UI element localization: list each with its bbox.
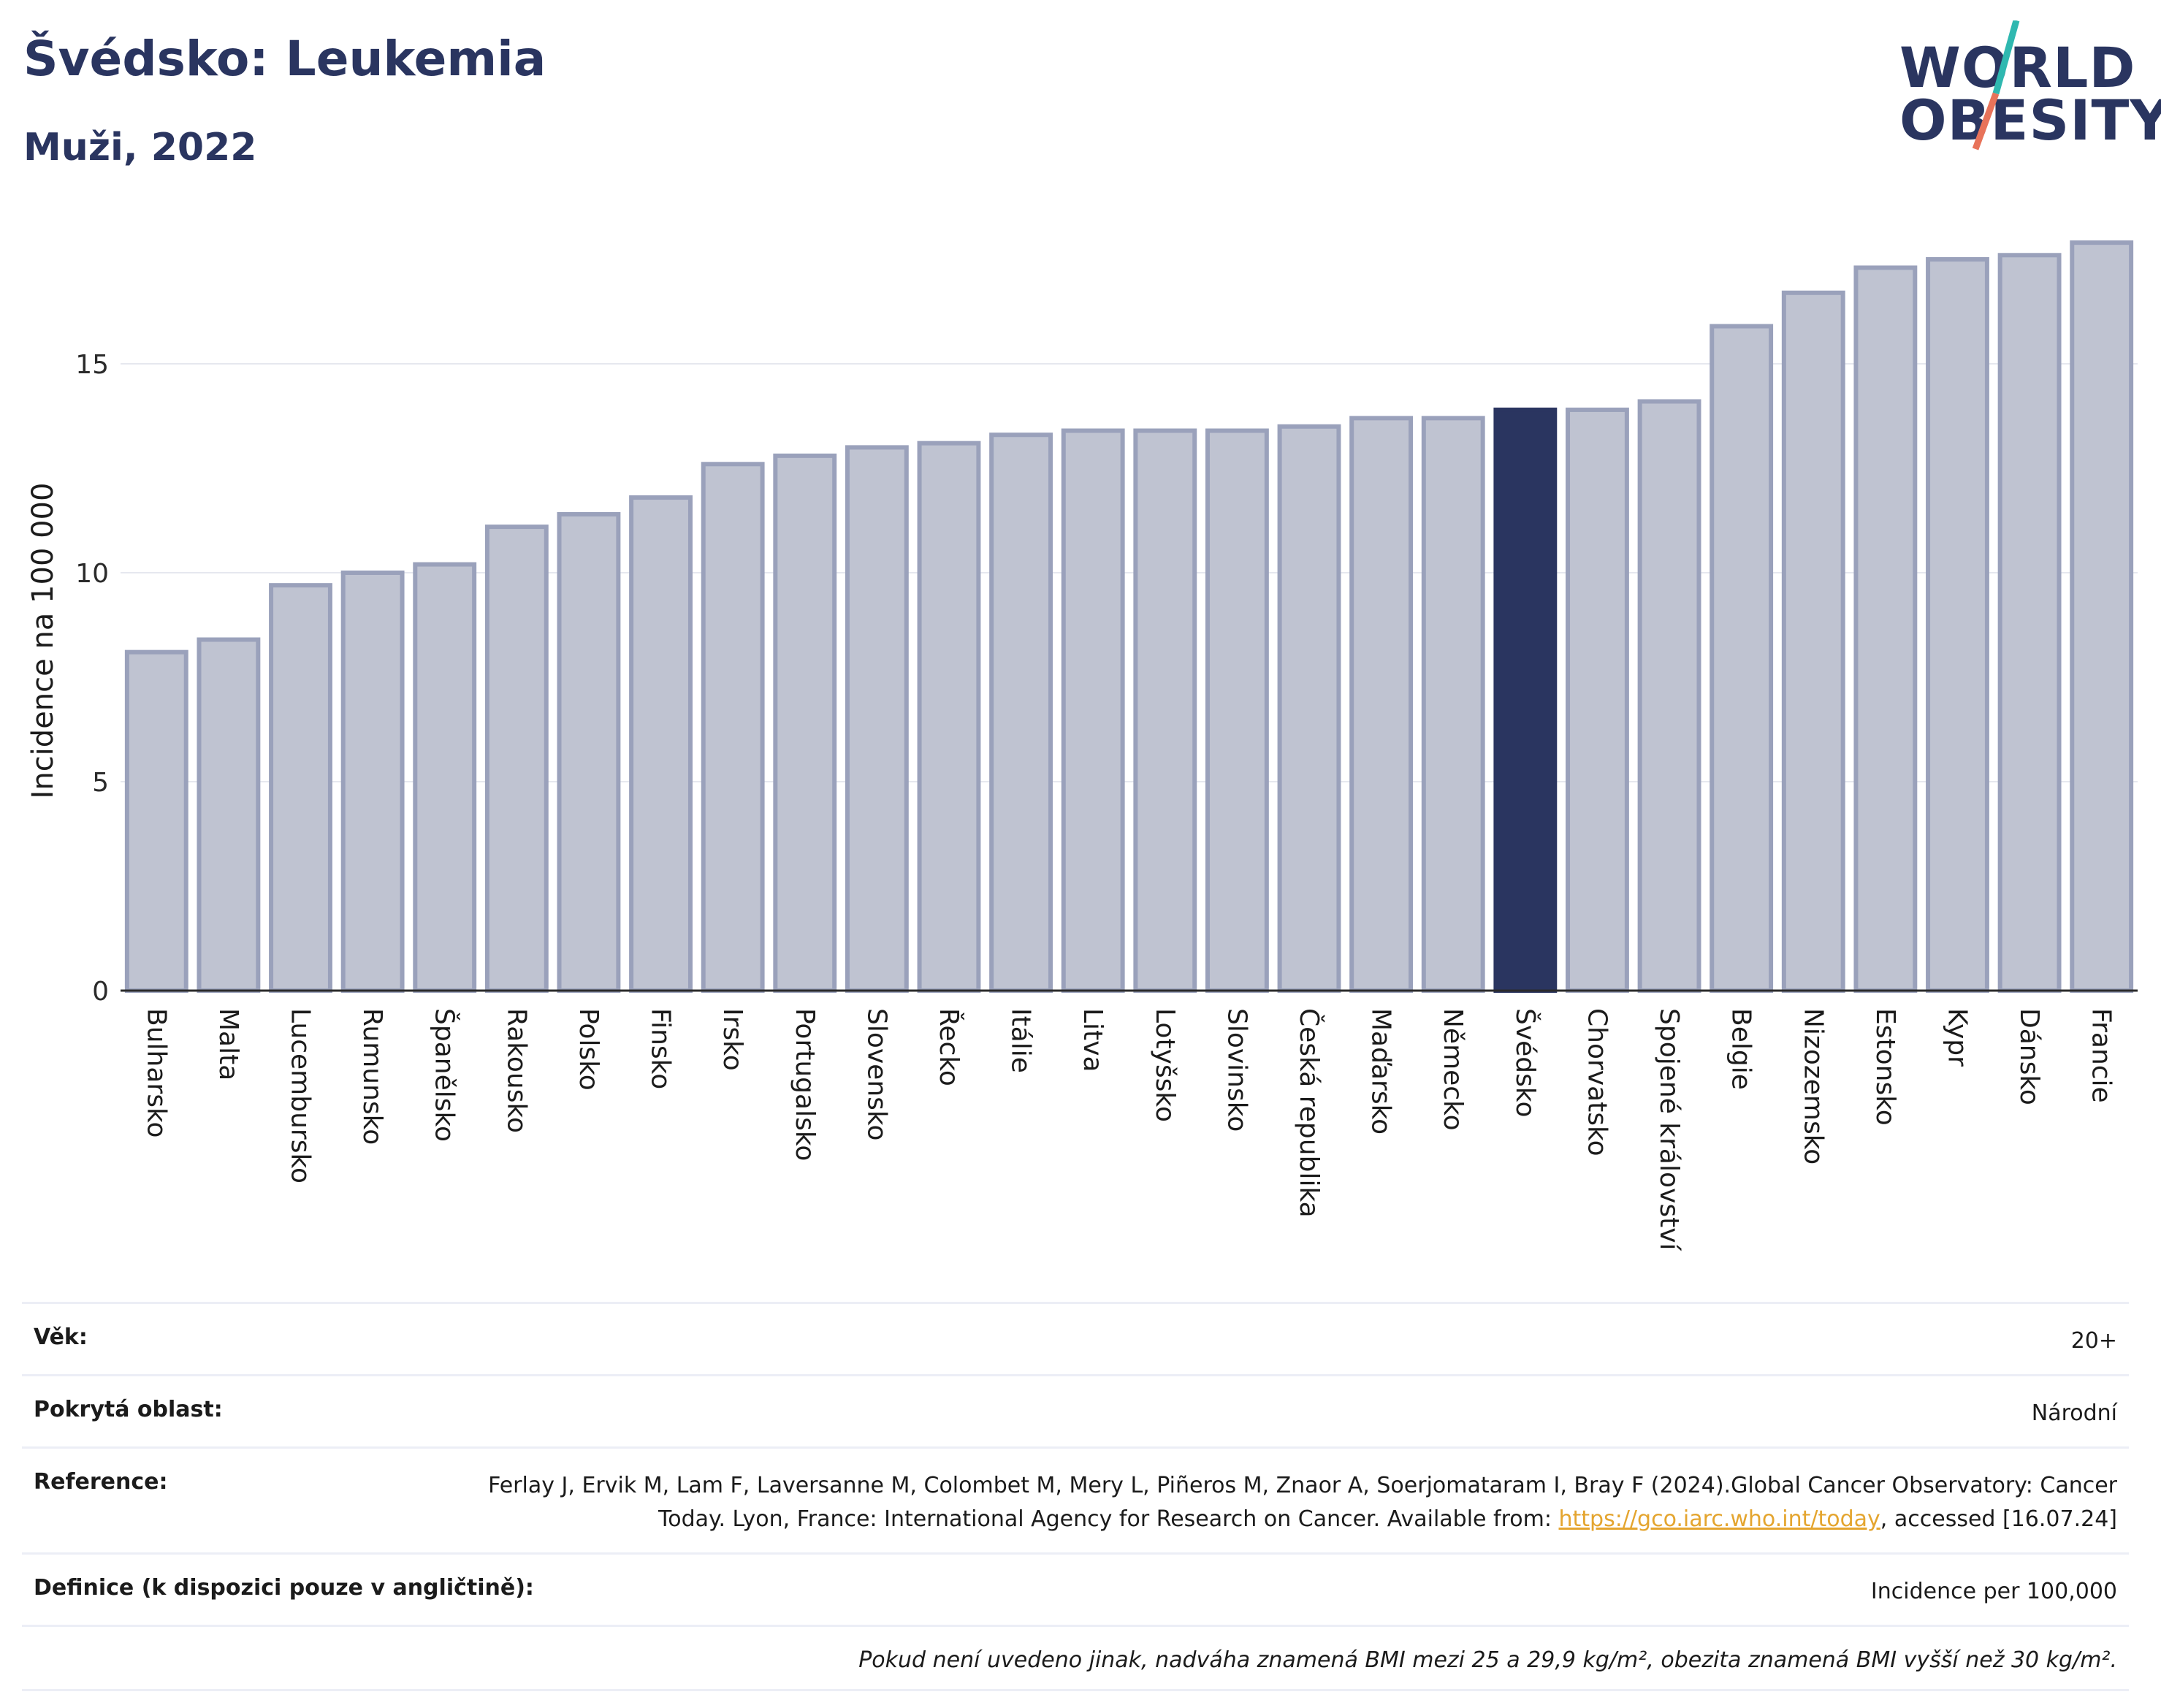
bar [1637,399,1701,993]
bar [701,462,765,993]
reference-label: Reference: [34,1469,168,1495]
bar [1133,428,1197,993]
bar [629,495,693,993]
y-tick-labels: 0 5 10 15 [75,350,109,1007]
reference-accessed: , accessed [16.07.24] [1880,1506,2117,1532]
area-label: Pokrytá oblast: [34,1397,223,1422]
x-tick-label: Belgie [1726,1008,1756,1090]
bar-chart: 0 5 10 15 Bulharsko Malta Lucembursko Rumunsko… [26,240,2138,1251]
x-tick-label: Kypr [1942,1008,1972,1067]
x-tick-label: Slovensko [861,1008,891,1141]
x-tick-label: Rakousko [501,1008,531,1133]
definition-label: Definice (k dispozici pouze v angličtině… [34,1575,534,1601]
x-tick-label: Španělsko [430,1008,460,1142]
x-tick-label: Dánsko [2014,1008,2044,1105]
x-tick-label: Chorvatsko [1582,1008,1612,1156]
bar [1926,257,1989,993]
y-tick-label: 15 [75,350,109,380]
logo-text-world: WORLD [1899,35,2136,100]
area-value: Národní [2031,1400,2117,1426]
x-tick-label: Nizozemsko [1798,1008,1828,1164]
meta-row-area: Pokrytá oblast: Národní [22,1374,2129,1446]
bar [557,511,621,993]
bar [773,453,837,993]
age-label: Věk: [34,1324,88,1350]
definition-value: Incidence per 100,000 [1870,1579,2117,1604]
bar [917,441,981,993]
bar [1061,428,1125,993]
reference-link[interactable]: https://gco.iarc.who.int/today [1558,1506,1880,1532]
y-tick-label: 0 [92,977,109,1007]
x-tick-label: Irsko [717,1008,747,1071]
x-tick-label: Litva [1078,1008,1108,1072]
x-tick-label: Maďarsko [1366,1008,1396,1135]
page-title: Švédsko: Leukemia [23,31,546,87]
logo-text-obesity: OBESITY [1899,88,2161,153]
bars [124,240,2134,994]
x-tick-label: Česká republika [1294,1008,1325,1218]
x-tick-label: Německo [1438,1008,1468,1131]
x-tick-label: Bulharsko [141,1008,171,1138]
x-tick-labels: Bulharsko Malta Lucembursko Rumunsko Španěls… [141,1008,2116,1251]
x-tick-label: Lucembursko [286,1008,316,1183]
bar [1710,324,1774,993]
x-tick-label: Malta [213,1008,243,1080]
bar [1349,416,1414,993]
bar [1277,424,1341,993]
age-value: 20+ [2070,1328,2117,1354]
x-tick-label: Spojené království [1654,1008,1684,1251]
bar [845,445,909,993]
meta-row-reference: Reference: Ferlay J, Ervik M, Lam F, Lav… [22,1446,2129,1552]
bar [484,525,549,993]
x-tick-label: Finsko [646,1008,676,1089]
x-tick-label: Švédsko [1510,1008,1541,1118]
bar [989,432,1053,993]
bar [1781,290,1845,993]
bar [124,649,188,993]
bar [340,571,405,993]
meta-row-definition: Definice (k dispozici pouze v angličtině… [22,1552,2129,1625]
bmi-note: Pokud není uvedeno jinak, nadváha znamen… [858,1647,2117,1673]
bar [1205,428,1269,993]
y-tick-label: 10 [75,559,109,589]
page-subtitle: Muži, 2022 [23,126,257,169]
metadata-table: Věk: 20+ Pokrytá oblast: Národní Referen… [22,1302,2129,1691]
y-tick-label: 5 [92,768,109,798]
x-tick-label: Lotyšsko [1150,1008,1180,1122]
x-tick-label: Slovinsko [1221,1008,1251,1132]
reference-text: Ferlay J, Ervik M, Lam F, Laversanne M, … [488,1473,2117,1532]
bar [269,583,332,993]
bar [1421,416,1485,993]
x-tick-label: Řecko [934,1008,964,1086]
bar [1853,265,1918,993]
bar [1997,253,2062,993]
bar [2070,240,2134,993]
bar [197,637,261,994]
logo-slash-icon [1972,20,2020,150]
meta-row-age: Věk: 20+ [22,1302,2129,1374]
bar [1566,407,1629,993]
x-tick-label: Polsko [573,1008,603,1091]
world-obesity-logo: WORLD OBESITY [1899,20,2161,159]
y-axis-label: Incidence na 100 000 [26,483,60,799]
x-tick-label: Francie [2086,1008,2116,1103]
x-tick-label: Estonsko [1870,1008,1900,1126]
x-tick-label: Portugalsko [790,1008,820,1161]
x-tick-label: Itálie [1006,1008,1036,1073]
reference-value: Ferlay J, Ervik M, Lam F, Laversanne M, … [451,1469,2117,1536]
bar-highlighted [1493,407,1558,993]
meta-row-note: Pokud není uvedeno jinak, nadváha znamen… [22,1625,2129,1691]
x-tick-label: Rumunsko [357,1008,387,1145]
bar [413,562,477,993]
